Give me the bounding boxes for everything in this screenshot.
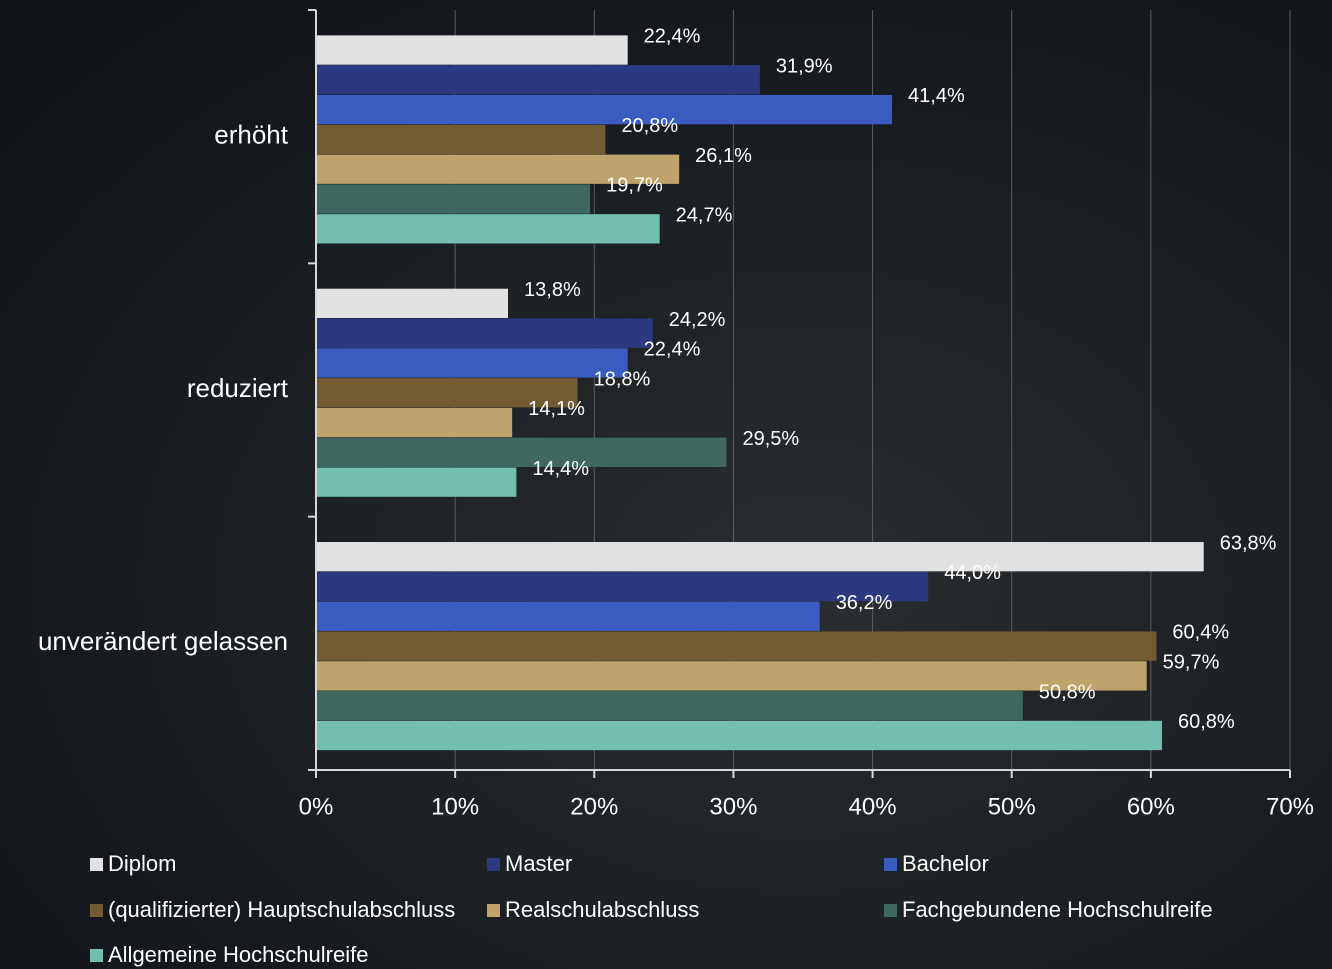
bar xyxy=(316,318,653,348)
legend-label: Realschulabschluss xyxy=(505,897,699,922)
legend-swatch xyxy=(90,904,103,917)
category-label: reduziert xyxy=(187,373,289,403)
bar xyxy=(316,124,606,155)
value-label: 29,5% xyxy=(742,428,799,450)
bar xyxy=(316,378,578,408)
bar xyxy=(316,437,727,467)
x-tick-label: 30% xyxy=(709,793,757,820)
value-label: 26,1% xyxy=(695,145,752,167)
bar xyxy=(316,94,893,125)
legend-swatch xyxy=(487,904,500,917)
x-tick-label: 0% xyxy=(299,793,334,820)
legend-swatch xyxy=(90,858,103,871)
bar xyxy=(316,348,628,378)
bar xyxy=(316,631,1157,661)
value-label: 59,7% xyxy=(1163,652,1220,674)
x-tick-label: 70% xyxy=(1266,793,1314,820)
value-label: 24,7% xyxy=(676,204,733,226)
value-label: 44,0% xyxy=(944,562,1001,584)
legend-label: Diplom xyxy=(108,851,176,876)
bar xyxy=(316,214,660,244)
value-label: 20,8% xyxy=(621,115,678,137)
x-tick-label: 10% xyxy=(431,793,479,820)
legend-swatch xyxy=(90,949,103,962)
value-label: 13,8% xyxy=(524,279,581,301)
legend-label: Bachelor xyxy=(902,851,989,876)
legend-label: Allgemeine Hochschulreife xyxy=(108,942,368,967)
category-label: erhöht xyxy=(214,120,288,150)
legend-label: (qualifizierter) Hauptschulabschluss xyxy=(108,897,455,922)
bar xyxy=(316,288,509,318)
value-label: 50,8% xyxy=(1039,681,1096,703)
legend-swatch xyxy=(884,858,897,871)
x-tick-label: 40% xyxy=(849,793,897,820)
bar xyxy=(316,407,513,438)
value-label: 63,8% xyxy=(1220,532,1277,554)
value-label: 36,2% xyxy=(836,592,893,614)
bar xyxy=(316,154,680,184)
category-label: unverändert gelassen xyxy=(38,626,288,656)
bar xyxy=(316,661,1147,691)
value-label: 14,1% xyxy=(528,398,585,420)
legend-label: Fachgebundene Hochschulreife xyxy=(902,897,1213,922)
x-tick-label: 50% xyxy=(988,793,1036,820)
bar xyxy=(316,184,591,214)
legend-label: Master xyxy=(505,851,572,876)
value-label: 60,4% xyxy=(1172,622,1229,644)
value-label: 22,4% xyxy=(644,26,701,48)
legend-swatch xyxy=(487,858,500,871)
x-tick-label: 20% xyxy=(570,793,618,820)
value-label: 31,9% xyxy=(776,55,833,77)
bar xyxy=(316,691,1023,721)
value-label: 18,8% xyxy=(594,368,651,390)
value-label: 24,2% xyxy=(669,309,726,331)
bar xyxy=(316,542,1204,572)
value-label: 41,4% xyxy=(908,85,965,107)
value-label: 60,8% xyxy=(1178,711,1235,733)
bar xyxy=(316,601,820,631)
bar xyxy=(316,65,760,95)
bar xyxy=(316,720,1162,751)
value-label: 14,4% xyxy=(532,458,589,480)
value-label: 19,7% xyxy=(606,175,663,197)
bar xyxy=(316,35,628,65)
bar xyxy=(316,571,929,602)
legend-swatch xyxy=(884,904,897,917)
bar xyxy=(316,467,517,497)
x-tick-label: 60% xyxy=(1127,793,1175,820)
value-label: 22,4% xyxy=(644,339,701,361)
